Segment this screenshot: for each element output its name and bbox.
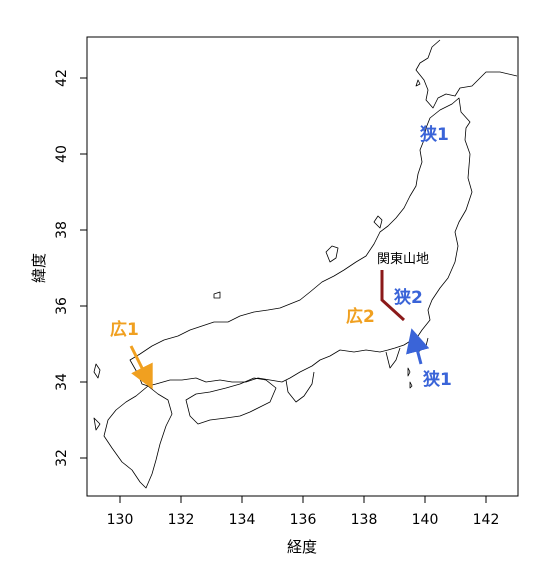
kanto-mountains-label: 関東山地 <box>377 251 429 267</box>
narrow-1-south-label: 狭1 <box>422 369 452 390</box>
noto-peninsula-coast <box>325 245 339 263</box>
wide-1-arrow <box>129 345 153 390</box>
hokkaido-coast <box>415 39 518 109</box>
x-axis-title: 経度 <box>287 538 317 556</box>
y-axis: 32 34 36 38 40 42 緯度 <box>30 69 88 467</box>
x-tick-label: 136 <box>290 512 317 528</box>
x-axis: 130 132 134 136 138 140 142 経度 <box>107 495 500 556</box>
wide-1-label: 広1 <box>110 319 139 340</box>
oki-islands-coast <box>213 291 221 299</box>
x-tick-label: 140 <box>412 512 439 528</box>
y-axis-title: 緯度 <box>30 253 48 283</box>
kii-peninsula-coast <box>285 371 315 403</box>
narrow-1-south-arrow <box>406 328 430 365</box>
coastlines <box>93 39 518 489</box>
y-tick-label: 42 <box>54 69 70 87</box>
goto-islands-coast <box>93 417 101 431</box>
x-tick-label: 132 <box>168 512 195 528</box>
narrow-2-label: 狭2 <box>393 287 423 308</box>
x-tick-label: 142 <box>473 512 500 528</box>
kanto-range-line <box>380 270 406 322</box>
izu-peninsula-coast <box>385 347 401 369</box>
y-tick-label: 32 <box>54 449 70 467</box>
kyushu-coast <box>103 385 173 489</box>
shikoku-coast <box>185 377 277 425</box>
y-tick-label: 36 <box>54 297 70 315</box>
tsushima-coast <box>93 363 101 379</box>
sado-island-coast <box>373 215 383 229</box>
x-tick-label: 138 <box>351 512 378 528</box>
y-tick-label: 38 <box>54 221 70 239</box>
narrow-1-north-label: 狭1 <box>419 124 449 145</box>
y-tick-label: 40 <box>54 145 70 163</box>
izu-islands-coast <box>407 367 411 377</box>
x-tick-label: 134 <box>229 512 256 528</box>
izu-islands-coast-2 <box>409 381 413 389</box>
honshu-coast <box>129 97 473 387</box>
annotation-marks <box>129 270 430 390</box>
x-tick-label: 130 <box>107 512 134 528</box>
wide-2-label: 広2 <box>346 306 375 327</box>
hokkaido-okushiri-coast <box>415 79 421 87</box>
y-tick-label: 34 <box>54 373 70 391</box>
